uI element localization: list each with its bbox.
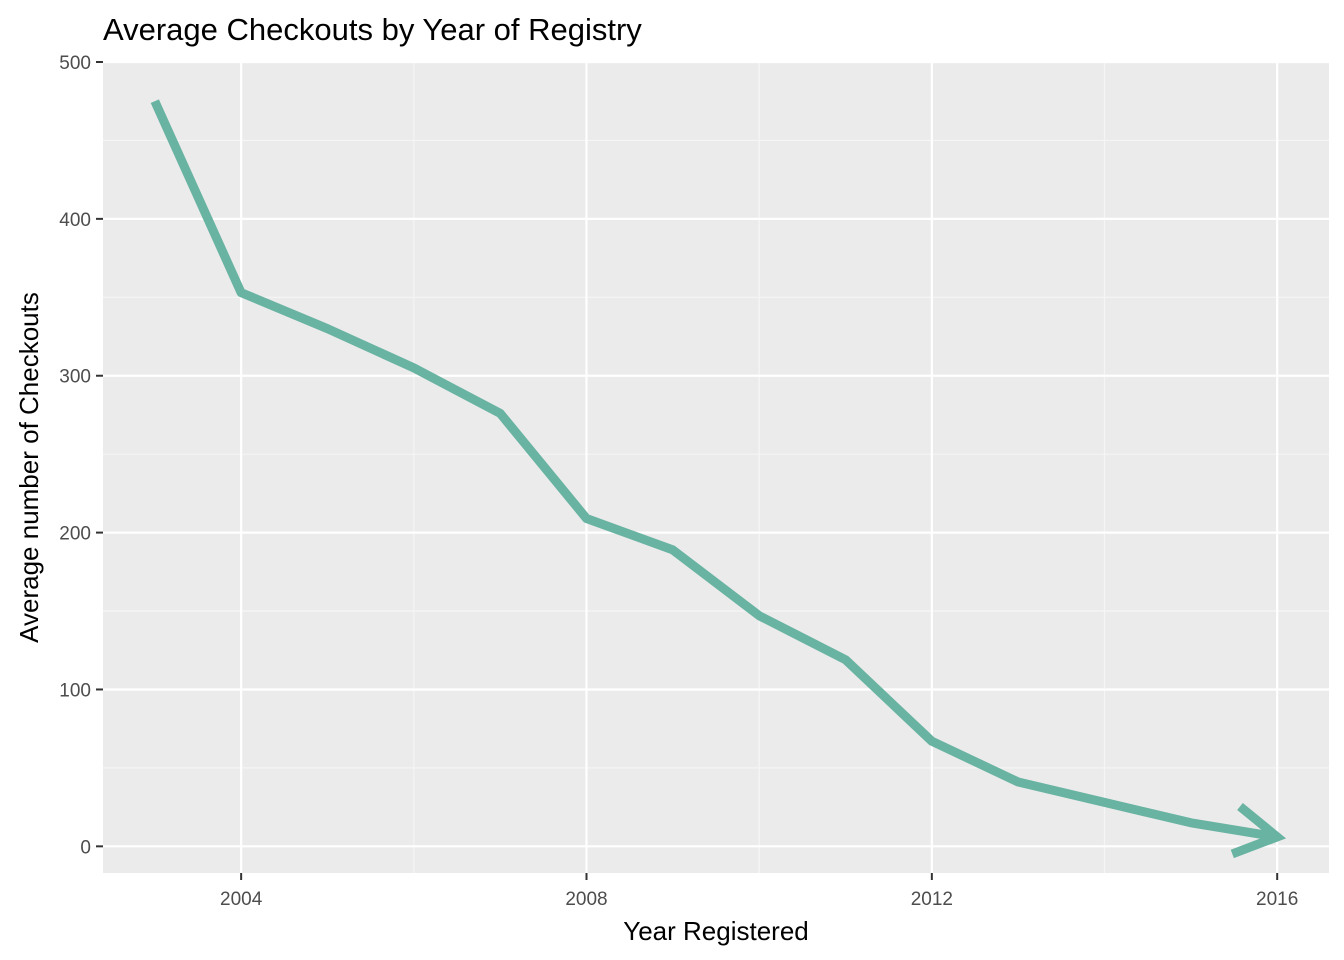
x-tick-label: 2016 bbox=[1256, 889, 1298, 910]
y-axis: 0 100 200 300 400 500 bbox=[59, 53, 103, 858]
y-tick-label: 100 bbox=[59, 680, 91, 701]
x-tick-label: 2012 bbox=[911, 889, 953, 910]
x-tick-label: 2004 bbox=[220, 889, 263, 910]
x-axis: 2004 2008 2012 2016 bbox=[220, 873, 1298, 910]
major-gridlines bbox=[103, 60, 1329, 873]
y-tick-label: 400 bbox=[59, 210, 91, 231]
series-layer bbox=[150, 99, 1287, 859]
y-tick-label: 500 bbox=[59, 53, 91, 74]
chart-title: Average Checkouts by Year of Registry bbox=[103, 12, 642, 47]
plot-panel bbox=[103, 62, 1329, 873]
y-axis-title: Average number of Checkouts bbox=[14, 292, 44, 643]
line-end-arrow bbox=[1230, 803, 1287, 859]
minor-gridlines bbox=[103, 62, 1329, 873]
y-tick-label: 300 bbox=[59, 367, 91, 388]
y-tick-label: 200 bbox=[59, 524, 91, 545]
series-line bbox=[150, 99, 1278, 842]
x-axis-title: Year Registered bbox=[623, 916, 809, 946]
x-tick-label: 2008 bbox=[565, 889, 607, 910]
y-tick-label: 0 bbox=[80, 837, 91, 858]
